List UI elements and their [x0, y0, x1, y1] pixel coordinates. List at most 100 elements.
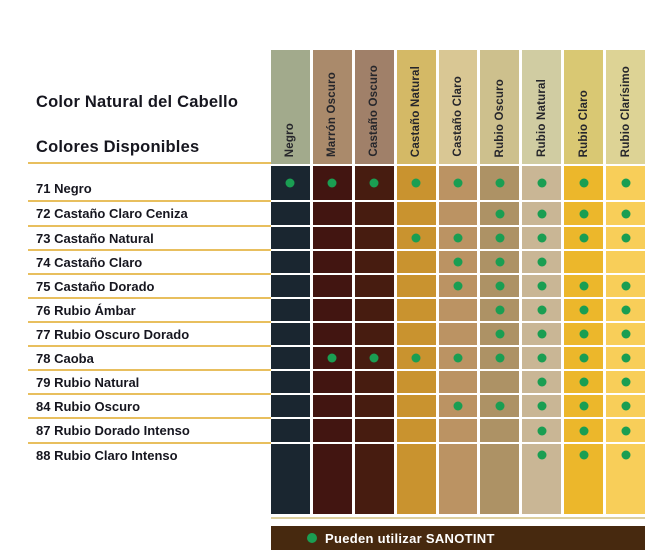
gold-divider	[28, 162, 271, 164]
column-header-label: Rubio Claro	[577, 89, 590, 157]
matrix-cell	[606, 419, 645, 442]
matrix-cell	[564, 371, 604, 393]
column-header-label: Marrón Oscuro	[326, 71, 339, 157]
matrix-cell	[606, 202, 645, 225]
matrix-cell	[396, 347, 436, 369]
usable-dot-icon	[327, 178, 337, 188]
matrix-cell	[438, 227, 478, 249]
column-header-label: Castaño Natural	[410, 65, 423, 157]
matrix-cell	[438, 371, 478, 393]
usable-dot-icon	[495, 305, 505, 315]
column-tail	[438, 466, 478, 514]
matrix-cell	[480, 347, 520, 369]
matrix-cell	[438, 166, 478, 200]
usable-dot-icon	[537, 401, 547, 411]
column-header: Negro	[271, 50, 310, 164]
row-label: 74 Castaño Claro	[28, 251, 271, 275]
matrix-cell	[354, 227, 394, 249]
usable-dot-icon	[537, 377, 547, 387]
usable-dot-icon	[537, 329, 547, 339]
matrix-cell	[354, 419, 394, 442]
usable-dot-icon	[579, 353, 589, 363]
usable-dot-icon	[579, 209, 589, 218]
usable-dot-icon	[453, 353, 463, 363]
column-header-label: Rubio Clarísimo	[619, 65, 632, 157]
matrix-cell	[522, 166, 562, 200]
column-header-label: Rubio Oscuro	[493, 78, 506, 157]
matrix-cell	[396, 444, 436, 466]
matrix-cell	[271, 166, 310, 200]
matrix-cell	[564, 166, 604, 200]
matrix-cell	[271, 395, 310, 417]
matrix-cell	[438, 299, 478, 321]
matrix-cell	[396, 299, 436, 321]
matrix-cell	[564, 347, 604, 369]
column-header: Castaño Claro	[438, 50, 478, 164]
column-headers: Negro Marrón Oscuro Castaño Oscuro Castaño …	[271, 50, 645, 164]
column-header-label: Castaño Claro	[451, 76, 464, 157]
matrix-cell	[522, 275, 562, 297]
matrix-cell	[312, 419, 352, 442]
column-tail	[271, 466, 310, 514]
matrix-cell	[312, 395, 352, 417]
column-tail	[522, 466, 562, 514]
matrix-row	[271, 347, 645, 369]
usable-dot-icon	[327, 353, 337, 363]
matrix-cell	[606, 299, 645, 321]
matrix-cell	[564, 299, 604, 321]
usable-dot-icon	[621, 377, 631, 387]
usable-dot-icon	[411, 353, 421, 363]
matrix-cell	[312, 299, 352, 321]
matrix-cell	[522, 251, 562, 273]
matrix-cell	[606, 227, 645, 249]
matrix-cell	[354, 299, 394, 321]
usable-dot-icon	[579, 401, 589, 411]
usable-dot-icon	[621, 305, 631, 315]
matrix-cell	[271, 275, 310, 297]
row-label: 84 Rubio Oscuro	[28, 395, 271, 419]
matrix-cell	[522, 371, 562, 393]
matrix-row	[271, 166, 645, 200]
matrix-cell	[438, 202, 478, 225]
usable-dot-icon	[579, 281, 589, 291]
column-tail	[606, 466, 645, 514]
column-tail	[312, 466, 352, 514]
matrix-cell	[480, 166, 520, 200]
matrix-cell	[522, 323, 562, 345]
matrix-cell	[312, 371, 352, 393]
legend-label: Pueden utilizar SANOTINT	[325, 530, 495, 546]
matrix-cell	[312, 275, 352, 297]
matrix-cell	[522, 444, 562, 466]
matrix-cell	[606, 275, 645, 297]
column-header: Rubio Clarísimo	[606, 50, 645, 164]
matrix-cell	[271, 371, 310, 393]
column-header-label: Negro	[284, 122, 297, 157]
column-header: Rubio Natural	[522, 50, 562, 164]
row-label: 71 Negro	[28, 166, 271, 202]
column-header: Rubio Claro	[564, 50, 604, 164]
matrix-cell	[606, 371, 645, 393]
usable-dot-icon	[495, 209, 505, 218]
matrix-cell	[522, 395, 562, 417]
matrix-row	[271, 444, 645, 466]
usable-dot-icon	[537, 257, 547, 267]
column-header: Castaño Oscuro	[354, 50, 394, 164]
usable-dot-icon	[621, 401, 631, 411]
usable-dot-icon	[621, 426, 631, 435]
matrix-cell	[271, 323, 310, 345]
usable-dot-icon	[495, 281, 505, 291]
row-label: 79 Rubio Natural	[28, 371, 271, 395]
matrix-cell	[396, 371, 436, 393]
matrix-cell	[396, 275, 436, 297]
usable-dot-icon	[579, 377, 589, 387]
usable-dot-icon	[453, 401, 463, 411]
row-label: 73 Castaño Natural	[28, 227, 271, 251]
matrix-cell	[606, 395, 645, 417]
matrix-cell	[522, 299, 562, 321]
matrix-cell	[271, 444, 310, 466]
matrix-cell	[564, 444, 604, 466]
matrix-row	[271, 227, 645, 249]
usable-dot-icon	[579, 329, 589, 339]
usable-dot-icon	[453, 257, 463, 267]
matrix-cell	[480, 419, 520, 442]
